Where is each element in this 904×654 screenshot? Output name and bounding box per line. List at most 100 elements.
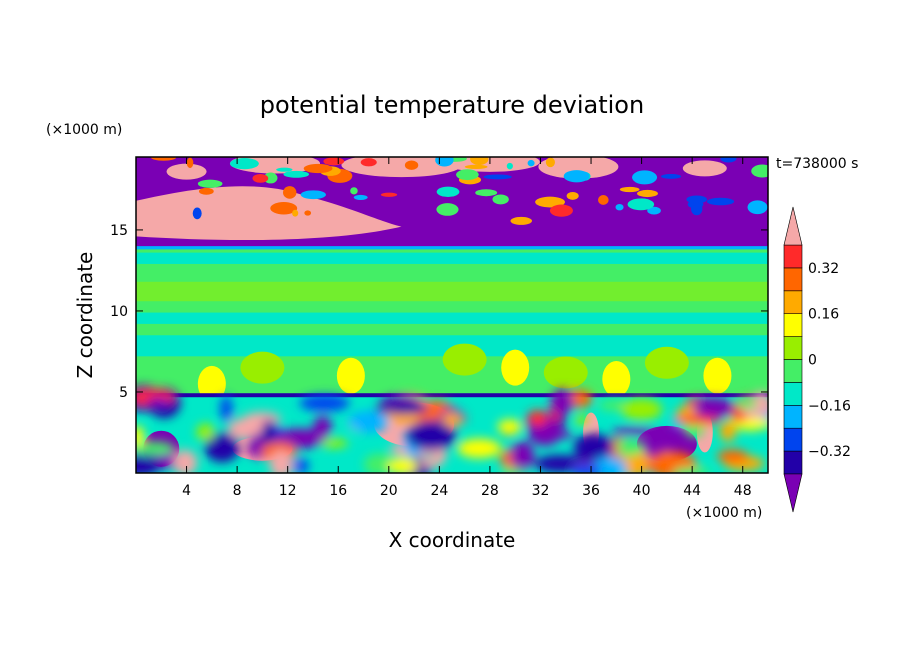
contour-field bbox=[136, 157, 768, 473]
x-tick-label: 36 bbox=[582, 483, 600, 499]
upper-patch bbox=[545, 157, 555, 168]
colorbar-segment bbox=[783, 382, 803, 406]
lower-patch bbox=[674, 415, 722, 424]
colorbar-segment bbox=[783, 244, 803, 269]
upper-patch bbox=[350, 187, 358, 195]
x-tick-label: 28 bbox=[481, 483, 499, 499]
upper-patch bbox=[637, 189, 658, 198]
upper-patch bbox=[483, 174, 512, 180]
upper-patch bbox=[192, 207, 202, 220]
mid-layer-plume bbox=[197, 365, 226, 402]
upper-warm-region bbox=[538, 157, 619, 179]
x-tick-label: 8 bbox=[233, 483, 242, 499]
upper-patch bbox=[464, 164, 488, 169]
lower-patch bbox=[573, 433, 613, 462]
lower-patch bbox=[575, 414, 588, 426]
upper-patch bbox=[323, 157, 345, 166]
x-tick-label: 4 bbox=[182, 483, 191, 499]
colorbar-top-arrow bbox=[783, 206, 803, 246]
upper-patch bbox=[300, 190, 326, 200]
colorbar-segment bbox=[783, 267, 803, 292]
y-unit-label: (×1000 m) bbox=[46, 122, 122, 138]
upper-patch bbox=[197, 179, 223, 188]
lower-patch bbox=[615, 439, 644, 457]
colorbar-label: 0.32 bbox=[808, 261, 839, 277]
upper-patch bbox=[510, 216, 533, 225]
upper-patch bbox=[549, 204, 573, 217]
x-tick-label: 12 bbox=[279, 483, 297, 499]
upper-patch bbox=[436, 203, 459, 216]
upper-patch bbox=[229, 158, 259, 170]
upper-patch bbox=[198, 187, 214, 195]
upper-warm-region bbox=[682, 160, 727, 177]
upper-patch bbox=[598, 195, 609, 205]
upper-patch bbox=[660, 173, 682, 179]
lower-patch bbox=[204, 432, 240, 463]
upper-patch bbox=[283, 186, 297, 199]
colorbar-segment bbox=[783, 336, 803, 360]
upper-patch bbox=[353, 194, 368, 201]
lower-patch bbox=[173, 449, 198, 473]
y-axis-ticks: 5 10 15 bbox=[110, 223, 768, 401]
upper-patch bbox=[632, 170, 658, 185]
lower-patch bbox=[136, 441, 176, 455]
mid-layer-plume bbox=[336, 357, 365, 394]
lower-patch bbox=[570, 463, 603, 473]
lower-patch bbox=[347, 410, 390, 433]
upper-patch bbox=[751, 164, 768, 178]
chart-title: potential temperature deviation bbox=[260, 91, 644, 119]
lower-patch bbox=[146, 397, 170, 407]
lower-patch bbox=[269, 450, 293, 473]
upper-patch bbox=[303, 163, 333, 174]
colorbar-segment bbox=[783, 450, 803, 475]
upper-patch bbox=[252, 174, 269, 183]
upper-patch bbox=[380, 192, 398, 197]
lower-patch bbox=[313, 415, 332, 439]
colorbar-label: −0.16 bbox=[808, 398, 851, 414]
upper-patch bbox=[527, 159, 535, 167]
upper-patch bbox=[475, 189, 498, 197]
upper-warm-region bbox=[439, 157, 540, 172]
upper-patch bbox=[619, 186, 640, 193]
upper-patch bbox=[563, 170, 590, 183]
upper-patch bbox=[535, 196, 566, 208]
upper-patch bbox=[647, 206, 661, 215]
lower-patch bbox=[510, 441, 535, 471]
upper-patch bbox=[706, 197, 735, 206]
contour-soft-layer bbox=[136, 384, 768, 473]
lower-patch bbox=[551, 388, 574, 416]
upper-patch bbox=[436, 186, 460, 197]
upper-patch bbox=[615, 203, 624, 211]
lower-layer-boundary bbox=[136, 393, 768, 398]
upper-patch bbox=[470, 157, 489, 166]
lower-patch bbox=[261, 419, 276, 445]
mid-layer-plume bbox=[442, 343, 487, 376]
upper-patch bbox=[150, 157, 177, 161]
upper-patch bbox=[360, 158, 377, 167]
upper-patch bbox=[283, 170, 310, 178]
lower-patch bbox=[527, 409, 548, 427]
upper-patch bbox=[627, 198, 655, 211]
x-tick-label: 32 bbox=[532, 483, 550, 499]
upper-patch bbox=[691, 202, 703, 216]
lower-patch bbox=[379, 400, 429, 415]
mid-layer-plume bbox=[543, 356, 588, 389]
x-unit-label: (×1000 m) bbox=[686, 505, 762, 521]
lower-patch bbox=[299, 394, 350, 412]
lower-patch bbox=[442, 412, 462, 427]
colorbar-label: −0.32 bbox=[808, 444, 851, 460]
upper-patch bbox=[456, 169, 479, 181]
colorbar-segment bbox=[783, 359, 803, 383]
upper-patch bbox=[435, 157, 454, 167]
upper-warm-region bbox=[136, 186, 402, 241]
lower-patch bbox=[612, 427, 658, 436]
upper-patch bbox=[186, 157, 194, 169]
lower-patch bbox=[405, 420, 457, 451]
x-tick-label: 16 bbox=[329, 483, 347, 499]
lower-patch bbox=[752, 391, 768, 416]
lower-patch bbox=[736, 399, 758, 410]
mid-layer-plume bbox=[602, 361, 631, 398]
upper-patch bbox=[492, 194, 509, 205]
lower-patch bbox=[647, 451, 697, 473]
y-tick-label: 10 bbox=[110, 304, 128, 320]
